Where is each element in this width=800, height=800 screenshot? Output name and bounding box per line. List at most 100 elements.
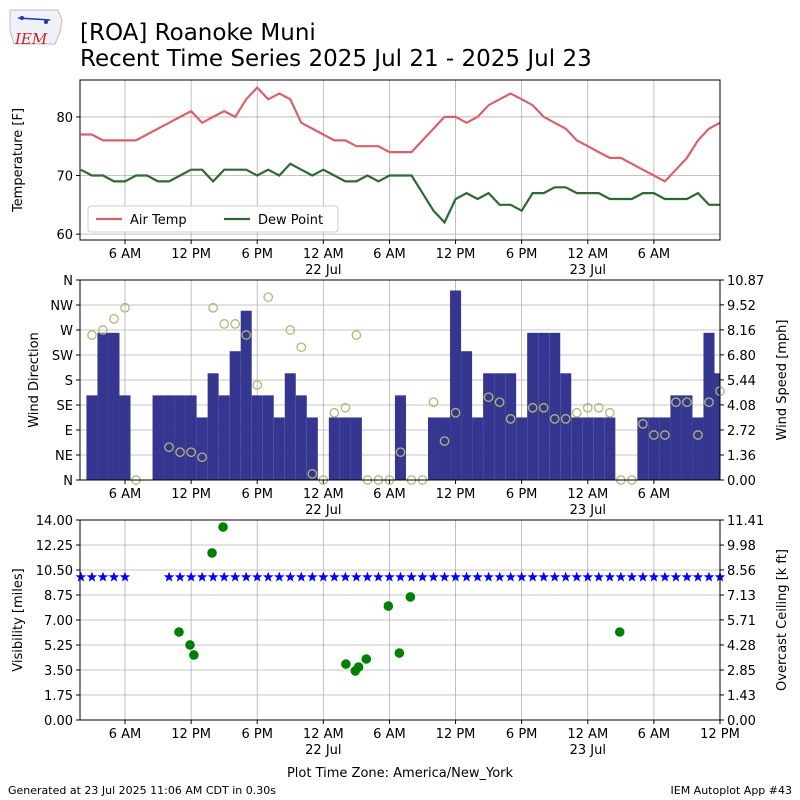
y2-tick-label: 7.13 [727,589,756,604]
x-tick-label: 6 AM [109,247,142,262]
point [307,469,318,479]
x-tick-label: 12 AM [303,487,344,502]
point [571,407,582,418]
bar [284,373,296,480]
y-tick-label: NW [50,299,73,314]
star-point [472,571,483,582]
point [593,402,604,413]
x-tick-sublabel: 22 Jul [305,743,341,758]
bar [86,395,98,480]
star-point [395,571,406,582]
bar [681,395,693,480]
y2-tick-label: 1.43 [727,689,756,704]
x-tick-label: 12 PM [700,727,740,742]
star-point [196,571,208,582]
point [120,302,130,313]
x-tick-label: 6 AM [373,487,406,502]
y-tick-label: 7.00 [44,614,73,629]
x-tick-label: 6 AM [638,727,671,742]
x-tick-label: 6 AM [109,727,142,742]
y-tick-label: 1.75 [44,689,73,704]
bar [494,373,506,480]
bar [439,417,451,480]
x-tick-label: 6 PM [241,487,272,502]
bar [229,351,241,480]
title: [ROA] Roanoke Muni [80,20,316,46]
star-point [119,571,131,582]
star-point [593,571,604,582]
y2-tick-label: 6.80 [727,349,756,364]
point [208,302,218,313]
point [351,330,362,340]
y2-tick-label: 0.00 [727,474,756,489]
point [207,548,217,558]
y2-tick-label: 4.28 [727,639,756,654]
point [174,627,184,637]
star-point [659,571,671,582]
point [660,430,670,440]
point [189,650,199,660]
y-tick-label: 14.00 [36,514,73,529]
x-tick-label: 12 AM [303,727,344,742]
point [383,601,394,611]
star-point [285,571,296,582]
star-point [560,571,571,582]
bar [185,395,197,480]
star-point [296,571,307,582]
bar [394,395,406,480]
y-tick-label: S [65,374,73,389]
star-point [670,571,682,582]
y-axis-label: Visibility [miles] [11,568,26,671]
bar [582,417,594,480]
y-tick-label: 3.50 [44,664,73,679]
star-point [274,571,285,582]
point [439,436,450,446]
bar [472,417,484,480]
y2-axis-label: Overcast Ceiling [k ft] [775,549,790,691]
y-tick-label: 8.75 [44,589,73,604]
logo: IEM [9,9,63,48]
point [604,407,615,418]
star-point [428,571,439,582]
star-point [549,571,560,582]
y-tick-label: N [63,474,73,489]
bar [174,395,186,480]
point [329,407,340,418]
point [494,397,505,408]
point [704,397,714,408]
bar [428,417,440,480]
point [361,654,372,664]
star-point [351,571,362,582]
star-point [417,571,428,582]
star-point [527,571,538,582]
star-point [340,571,351,582]
x-tick-label: 12 PM [436,247,476,262]
star-point [648,571,660,582]
point [109,314,119,324]
star-point [329,571,340,582]
y-axis-label: Temperature [F] [11,108,26,213]
legend-box [87,205,339,233]
star-point [681,571,693,582]
point [252,380,263,390]
star-point [318,571,329,582]
point [98,325,108,335]
point [340,402,351,413]
x-tick-label: 6 PM [241,247,272,262]
bar [196,417,208,480]
plot-frame [79,79,721,241]
star-point [241,571,252,582]
point [582,402,593,413]
point [450,407,461,418]
y-tick-label: SE [57,399,73,414]
star-point [86,571,98,582]
star-point [229,571,241,582]
bar [218,395,230,480]
x-tick-label: 12 PM [171,727,211,742]
bar [692,417,704,480]
star-point [637,571,649,582]
point [693,430,703,440]
